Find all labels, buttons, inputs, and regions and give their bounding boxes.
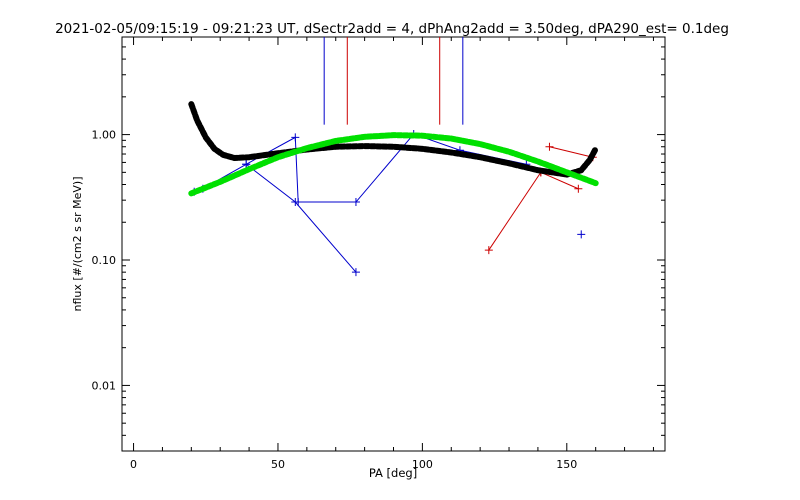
- x-tick-label: 100: [412, 458, 433, 471]
- axis-ticks: 0 50 100 150 0.01 0.10 1.00: [92, 36, 665, 471]
- data-series: [188, 101, 599, 277]
- y-axis-label: nflux [#/(cm2 s sr MeV)]: [71, 177, 84, 312]
- fit-curve: [188, 132, 599, 197]
- reference-lines: [323, 37, 464, 125]
- series-line: [488, 172, 542, 251]
- x-tick-label: 150: [556, 458, 577, 471]
- data-point: [351, 268, 360, 277]
- data-point: [484, 246, 493, 255]
- plot-frame: [121, 36, 666, 452]
- data-point: [291, 133, 300, 142]
- chart-title: 2021-02-05/09:15:19 - 09:21:23 UT, dSect…: [55, 21, 729, 37]
- y-tick-label: 1.00: [92, 129, 117, 142]
- x-tick-label: 0: [130, 458, 137, 471]
- data-point: [574, 184, 583, 193]
- data-point: [351, 198, 360, 207]
- fit-curve: [188, 101, 599, 178]
- x-tick-label: 50: [271, 458, 285, 471]
- y-tick-label: 0.10: [92, 254, 117, 267]
- series-line: [549, 146, 593, 158]
- x-axis-label: PA [deg]: [369, 466, 417, 480]
- data-point: [577, 230, 586, 239]
- data-point: [291, 198, 300, 207]
- series-line: [540, 171, 579, 190]
- series-line: [245, 163, 357, 273]
- data-point: [545, 142, 554, 151]
- data-point: [242, 160, 251, 169]
- y-tick-label: 0.01: [92, 379, 117, 392]
